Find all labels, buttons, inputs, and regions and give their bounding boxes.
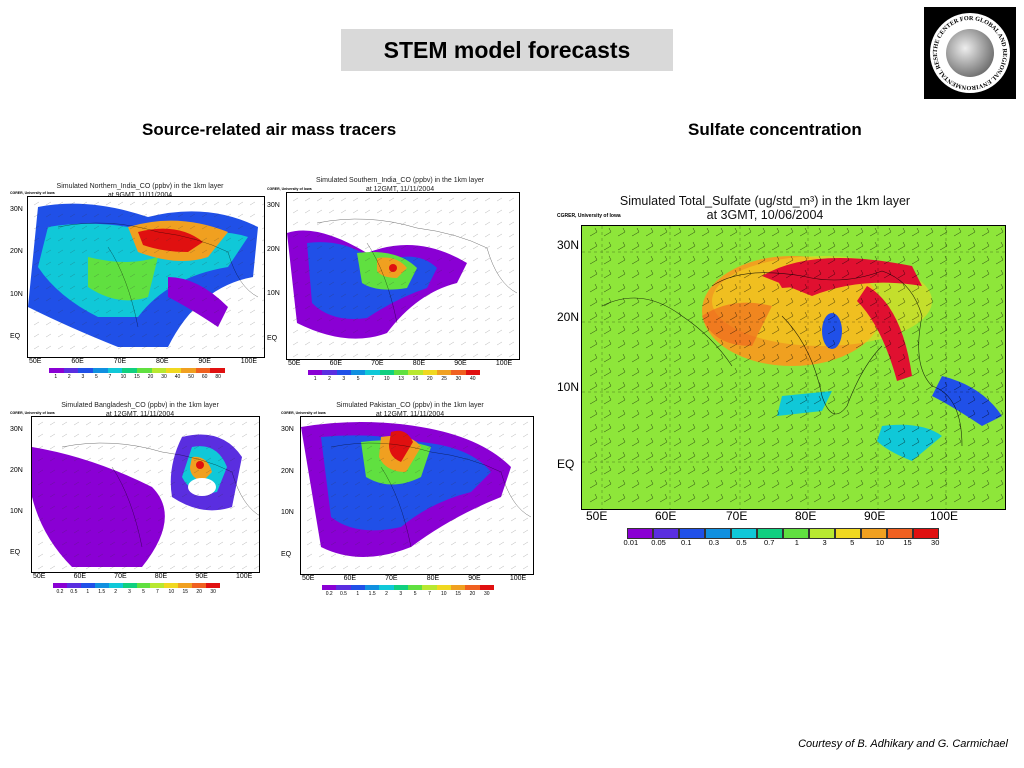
left-heading: Source-related air mass tracers — [142, 120, 397, 139]
lon-label: 90E — [454, 360, 467, 367]
lon-label: 60E — [343, 575, 357, 582]
tracer-map — [31, 416, 260, 573]
lon-label: 60E — [329, 360, 343, 367]
tracer-map — [300, 416, 534, 575]
svg-text:THE CENTER FOR GLOBAL AND REGI: THE CENTER FOR GLOBAL AND REGIONAL ENVIR… — [924, 7, 1008, 91]
credit-text: Courtesy of B. Adhikary and G. Carmichae… — [798, 738, 1008, 750]
tracer-org-label: CGRER, University of Iowa — [10, 411, 55, 415]
lat-label: EQ — [281, 550, 292, 558]
sulfate-lat-label: 10N — [557, 380, 580, 394]
lat-label: 20N — [281, 467, 294, 475]
tracer-colorbar-ticks: 1 2 3 5 7 10 15 20 30 40 50 60 80 — [54, 374, 221, 380]
tracer-colorbar — [49, 368, 226, 373]
lon-label: 50E — [288, 360, 301, 367]
lon-label: 80E — [426, 575, 440, 582]
sulfate-panel-title: Simulated Total_Sulfate (ug/std_m³) in t… — [619, 194, 911, 222]
tracer-colorbar-ticks: 0.2 0.5 1 1.5 2 3 5 7 10 15 20 30 — [325, 591, 490, 597]
lon-label: 50E — [33, 573, 46, 580]
tracer-panel-title: Simulated Bangladesh_CO (ppbv) in the 1k… — [61, 402, 219, 418]
lon-label: 70E — [385, 575, 398, 582]
slide-title: STEM model forecasts — [341, 29, 673, 71]
lon-label: 80E — [412, 360, 426, 367]
lat-label: 30N — [10, 206, 23, 213]
sulfate-colorbar — [627, 528, 939, 539]
lat-label: 20N — [267, 246, 280, 254]
tracer-org-label: CGRER, University of Iowa — [10, 191, 55, 195]
tracer-colorbar-ticks: 1 2 3 5 7 10 13 16 20 25 30 40 — [313, 376, 476, 382]
tracer-colorbar — [308, 370, 480, 375]
lon-label: 50E — [29, 358, 42, 365]
sulfate-org-label: CGRER, University of Iowa — [557, 213, 621, 219]
lat-label: 30N — [267, 202, 280, 209]
sulfate-lon-label: 60E — [655, 509, 677, 523]
lon-label: 70E — [371, 360, 384, 367]
lon-label: 90E — [195, 573, 208, 580]
lon-label: 80E — [154, 573, 168, 580]
tracer-panel-title: Simulated Northern_India_CO (ppbv) in th… — [56, 183, 224, 199]
lon-label: 100E — [495, 360, 513, 367]
lon-label: 100E — [240, 358, 258, 365]
lat-label: 10N — [281, 509, 294, 517]
logo-ring-text: THE CENTER FOR GLOBAL AND REGIONAL ENVIR… — [924, 7, 1008, 91]
lon-label: 50E — [302, 575, 315, 582]
lat-label: 10N — [10, 507, 23, 515]
tracer-colorbar — [53, 583, 221, 588]
cgrer-logo: THE CENTER FOR GLOBAL AND REGIONAL ENVIR… — [924, 7, 1016, 99]
right-heading: Sulfate concentration — [688, 120, 862, 139]
sulfate-lat-label: 30N — [557, 238, 580, 252]
tracer-panel-title: Simulated Pakistan_CO (ppbv) in the 1km … — [336, 402, 484, 418]
tracer-panel-title: Simulated Southern_India_CO (ppbv) in th… — [315, 177, 485, 193]
sulfate-lat-label: EQ — [557, 457, 575, 471]
lon-label: 70E — [113, 358, 127, 365]
lon-label: 100E — [509, 575, 527, 582]
tracer-colorbar — [322, 585, 494, 590]
sulfate-lon-label: 90E — [864, 509, 886, 523]
lon-label: 60E — [71, 358, 84, 365]
lat-label: 20N — [10, 248, 23, 256]
lat-label: 10N — [267, 290, 280, 298]
tracer-map — [27, 196, 265, 358]
lat-label: 30N — [10, 426, 23, 433]
sulfate-lon-label: 70E — [726, 509, 748, 523]
lat-label: 30N — [281, 426, 294, 433]
tracer-map — [286, 192, 520, 360]
sulfate-lon-label: 80E — [795, 509, 817, 523]
sulfate-map-graphic — [582, 226, 1005, 509]
sulfate-lon-label: 100E — [930, 509, 959, 523]
lon-label: 60E — [73, 573, 87, 580]
lon-label: 90E — [468, 575, 481, 582]
sulfate-map — [581, 225, 1006, 510]
lon-label: 90E — [198, 358, 211, 365]
lon-label: 70E — [114, 573, 127, 580]
lat-label: EQ — [10, 548, 21, 556]
lat-label: EQ — [10, 333, 21, 341]
tracer-colorbar-ticks: 0.2 0.5 1 1.5 2 3 5 7 10 15 20 30 — [56, 589, 216, 595]
lat-label: 20N — [10, 466, 23, 474]
tracer-org-label: CGRER, University of Iowa — [267, 187, 312, 191]
sulfate-lat-label: 20N — [557, 310, 580, 324]
tracer-org-label: CGRER, University of Iowa — [281, 411, 326, 415]
sulfate-lon-label: 50E — [586, 509, 608, 523]
lat-label: 10N — [10, 290, 23, 298]
lon-label: 100E — [235, 573, 253, 580]
lon-label: 80E — [156, 358, 169, 365]
lat-label: EQ — [267, 334, 278, 342]
sulfate-colorbar-ticks: 0.01 0.05 0.1 0.3 0.5 0.7 1 3 5 10 15 30 — [623, 538, 940, 547]
